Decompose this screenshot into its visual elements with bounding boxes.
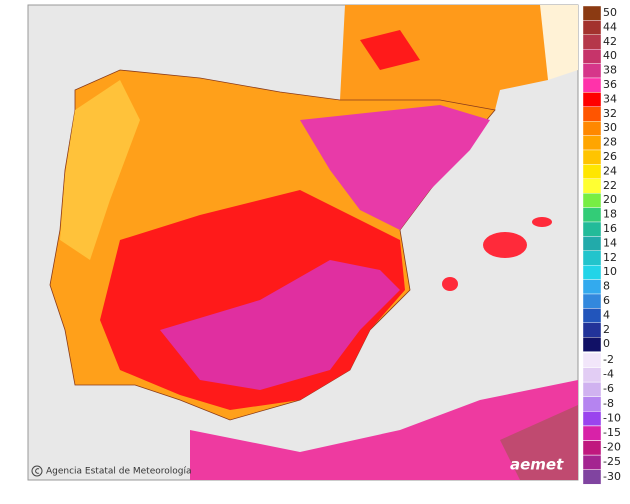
legend-swatch [582, 279, 602, 295]
legend-swatch [582, 34, 602, 50]
legend-label: 0 [603, 337, 610, 350]
legend-swatch [582, 337, 602, 352]
legend-label: 34 [603, 92, 617, 105]
legend-swatch [582, 250, 602, 266]
legend-label: 12 [603, 251, 617, 264]
legend-label: -2 [603, 353, 614, 366]
legend-swatch [582, 396, 602, 412]
logo: aemet [510, 456, 564, 474]
copyright-icon-c [35, 468, 40, 474]
legend-label: 26 [603, 150, 617, 163]
legend-label: 2 [603, 323, 610, 336]
legend-swatch [582, 322, 602, 338]
legend-label: -25 [603, 455, 621, 468]
legend-swatch [582, 411, 602, 426]
legend-swatch [582, 149, 602, 165]
land [49, 5, 578, 480]
legend-label: 28 [603, 136, 617, 149]
legend-label: 6 [603, 294, 610, 307]
legend-swatch [582, 5, 602, 21]
legend-swatch [582, 192, 602, 208]
credit: Agencia Estatal de Meteorología [31, 465, 192, 477]
legend-label: -8 [603, 397, 614, 410]
legend-label: 30 [603, 121, 617, 134]
legend-label: -6 [603, 382, 614, 395]
legend-swatch [582, 20, 602, 35]
legend-swatch [582, 63, 602, 79]
legend-label: 24 [603, 164, 617, 177]
credit-text: Agencia Estatal de Meteorología [46, 467, 192, 477]
legend-swatch [582, 135, 602, 151]
southeast-hot [160, 260, 400, 390]
france-hot [360, 30, 420, 70]
legend-swatch [582, 367, 602, 383]
legend-label: 14 [603, 236, 617, 249]
mallorca [483, 232, 527, 258]
legend-swatch [582, 265, 602, 280]
africa-hot [500, 405, 578, 480]
legend-label: 32 [603, 107, 617, 120]
legend-swatch [582, 178, 602, 194]
legend-swatch [582, 425, 602, 441]
legend: 5044424038363432302826242220181614121086… [582, 5, 621, 485]
legend-swatch [582, 308, 602, 323]
legend-swatch [582, 221, 602, 237]
legend-swatch [582, 164, 602, 179]
france-east [540, 5, 578, 80]
legend-label: 16 [603, 222, 617, 235]
legend-label: -30 [603, 470, 621, 483]
legend-swatch [582, 352, 602, 368]
legend-label: 10 [603, 265, 617, 278]
legend-swatch [582, 120, 602, 136]
legend-label: 20 [603, 193, 617, 206]
legend-swatch [582, 382, 602, 397]
legend-label: 8 [603, 280, 610, 293]
legend-label: 42 [603, 35, 617, 48]
legend-swatch [582, 92, 602, 108]
ibiza [442, 277, 458, 291]
copyright-icon [31, 465, 43, 477]
legend-label: 36 [603, 78, 617, 91]
legend-label: 22 [603, 179, 617, 192]
legend-swatch [582, 455, 602, 470]
ebro-hot [300, 105, 490, 230]
france [340, 5, 548, 110]
legend-label: -20 [603, 441, 621, 454]
legend-label: 18 [603, 208, 617, 221]
legend-swatch [582, 77, 602, 93]
menorca [532, 217, 552, 227]
legend-label: -10 [603, 411, 621, 424]
legend-swatch [582, 236, 602, 251]
legend-label: 38 [603, 64, 617, 77]
legend-swatch [582, 469, 602, 485]
west-cooler [60, 80, 140, 260]
legend-label: 50 [603, 6, 617, 19]
legend-label: 4 [603, 308, 610, 321]
legend-swatch [582, 49, 602, 64]
legend-label: -4 [603, 368, 614, 381]
legend-swatch [582, 106, 602, 122]
legend-label: -15 [603, 426, 621, 439]
legend-swatch [582, 207, 602, 223]
legend-swatch [582, 293, 602, 309]
north-africa [190, 380, 578, 480]
legend-label: 44 [603, 20, 617, 33]
legend-label: 40 [603, 49, 617, 62]
legend-swatch [582, 440, 602, 456]
